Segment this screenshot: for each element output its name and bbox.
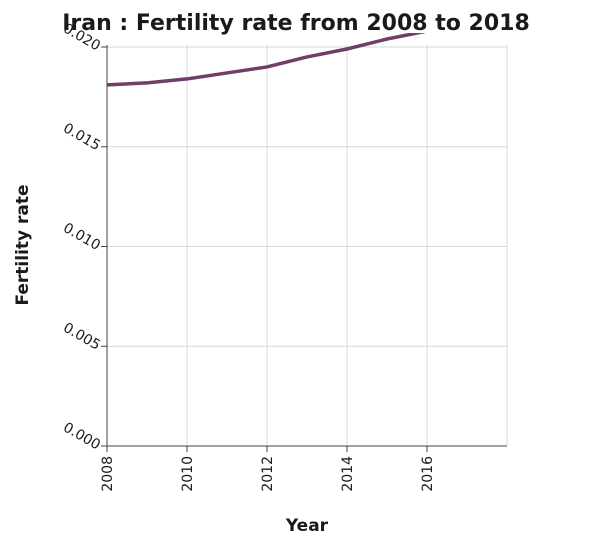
x-tick-label: 2016 (420, 456, 436, 492)
x-tick-label: 2014 (340, 456, 356, 492)
x-axis-label: Year (285, 516, 329, 536)
axes (101, 45, 507, 452)
chart-title: Iran : Fertility rate from 2008 to 2018 (62, 11, 530, 36)
y-tick-label: 0.005 (60, 320, 103, 354)
tick-labels: 2008 2010 2012 2014 2016 0.000 0.005 0.010 0.015… (60, 21, 436, 492)
series-layer (107, 33, 427, 87)
x-tick-label: 2008 (100, 456, 116, 492)
grid (107, 45, 508, 446)
y-tick-label: 0.015 (60, 120, 103, 154)
x-tick-label: 2010 (180, 456, 196, 492)
series-line (107, 33, 427, 87)
y-tick-label: 0.010 (60, 220, 103, 254)
y-tick-label: 0.000 (60, 420, 103, 454)
x-tick-label: 2012 (260, 456, 276, 492)
y-axis-label: Fertility rate (13, 184, 33, 305)
